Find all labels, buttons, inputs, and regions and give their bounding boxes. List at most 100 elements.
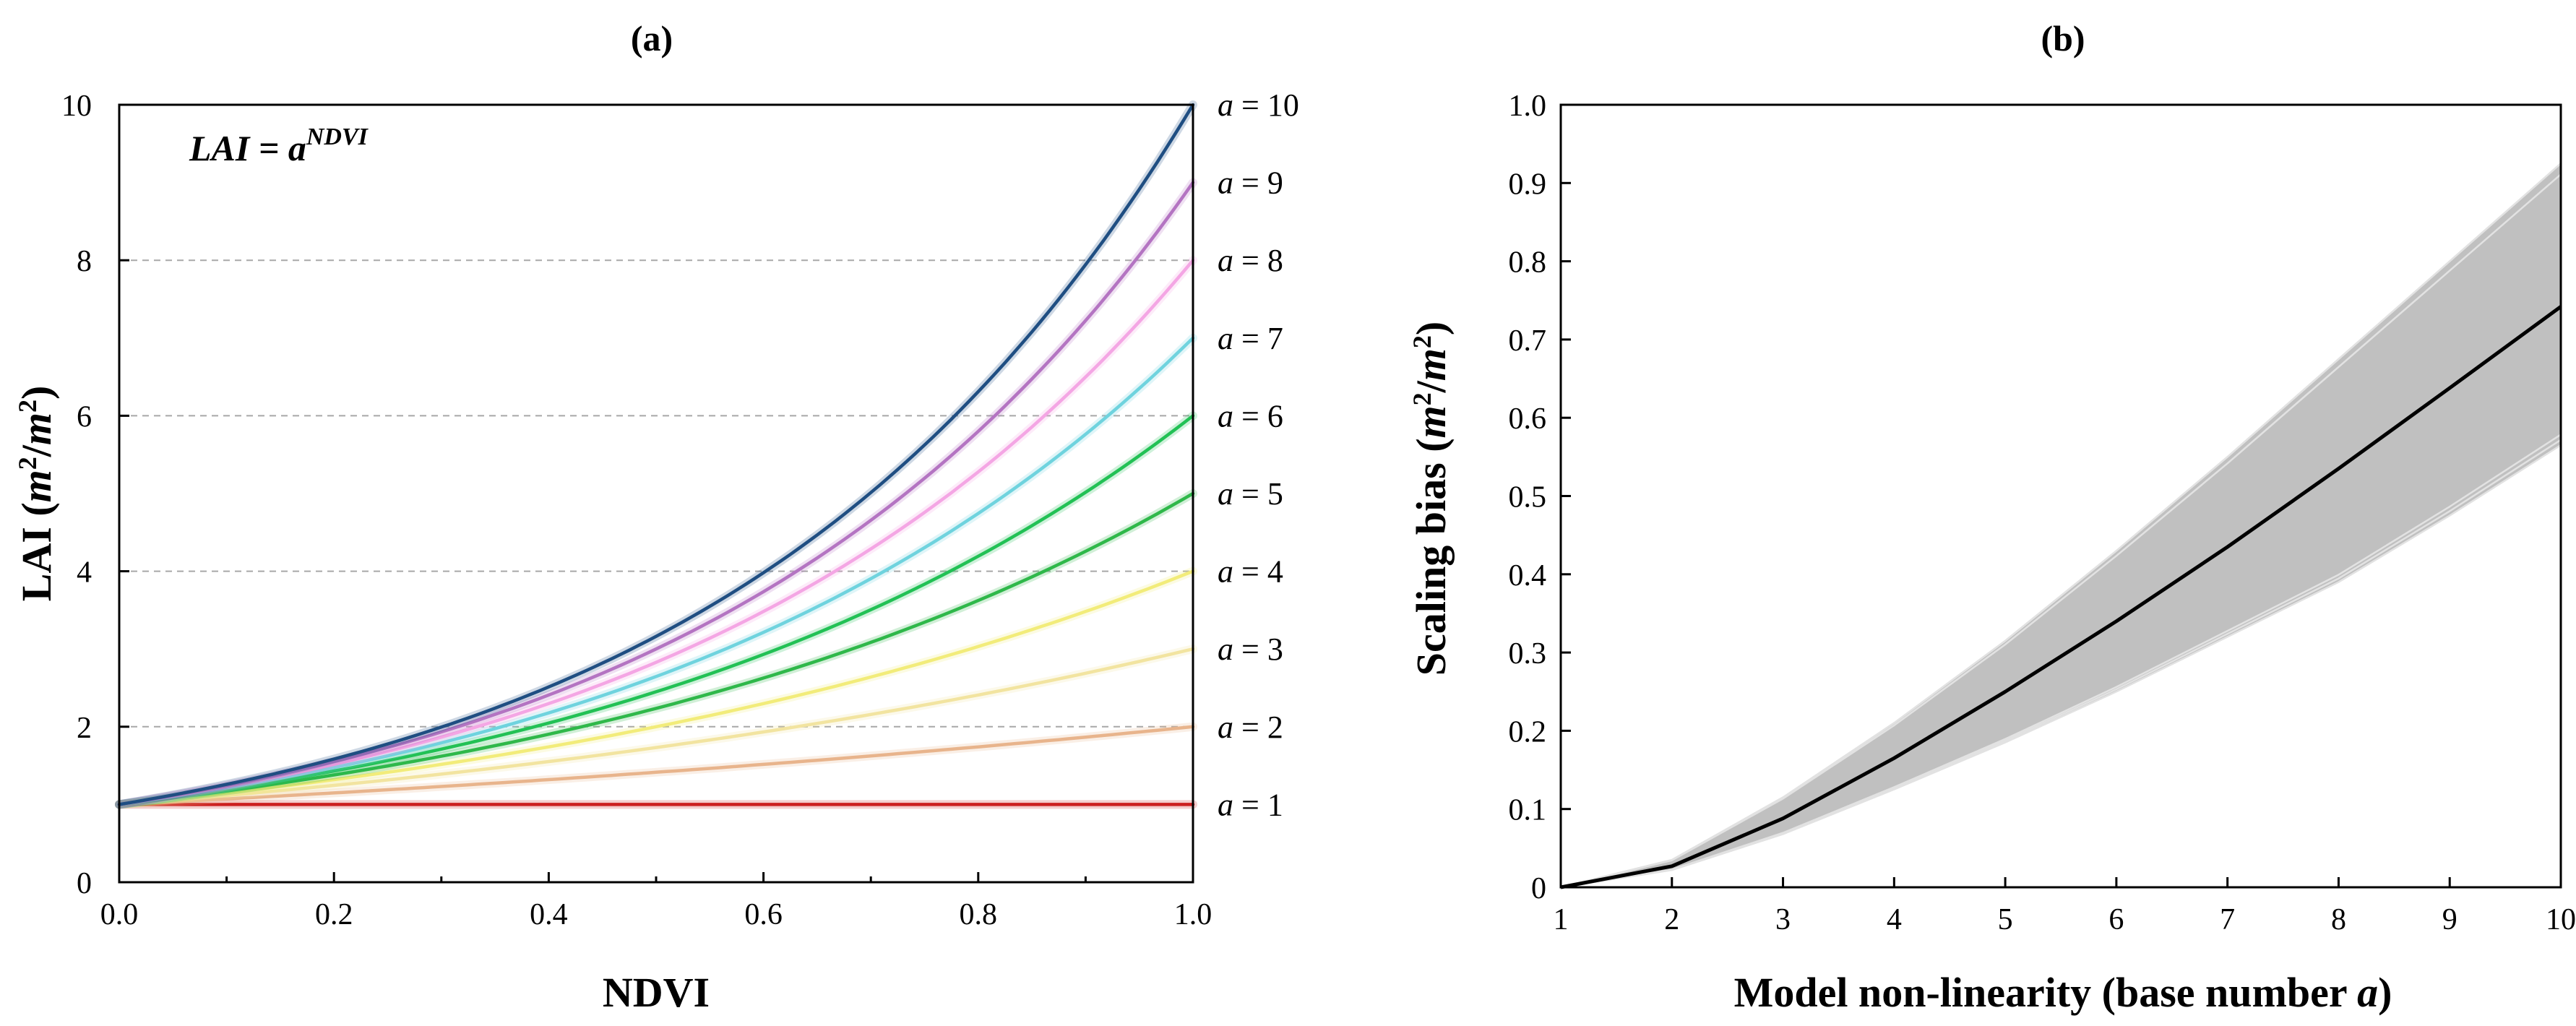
curve-label-italic: a	[1218, 165, 1233, 201]
curve-label-italic: a	[1218, 631, 1233, 667]
panel-a-x-tick-label-4: 0.8	[960, 898, 998, 931]
panel-b-y-tick-label-4: 0.4	[1509, 559, 1547, 592]
ylabel-a-text: LAI (	[13, 502, 60, 601]
ylabel-a-sup1: 2	[13, 457, 42, 470]
panel-b-y-axis: 0 0.1 0.2 0.3 0.4 0.5 0.6 0.7 0.8 0.9 1.0	[1509, 90, 1571, 905]
curve-label-value: = 10	[1233, 87, 1299, 123]
panel-a-y-axis-title: LAI (m2/m2)	[13, 386, 60, 602]
panel-a-curve-labels: a = 10a = 9a = 8a = 7a = 6a = 5a = 4a = …	[1218, 87, 1299, 822]
panel-b-mean-line	[1560, 305, 2562, 889]
panel-b-y-axis-title: Scaling bias (m2/m2)	[1408, 322, 1455, 676]
panel-a-curve-label-1: a = 1	[1218, 787, 1283, 822]
curve-label-value: = 2	[1233, 710, 1283, 745]
panel-a-x-axis-title: NDVI	[603, 969, 710, 1016]
panel-a-x-tick-label-1: 0.2	[315, 898, 353, 931]
panel-b-x-tick-label-0: 1	[1554, 903, 1569, 936]
panel-b-x-tick-label-6: 7	[2220, 903, 2235, 936]
panel-b-x-axis-title: Model non-linearity (base number a)	[1734, 969, 2392, 1016]
panel-a-curve-a-4	[117, 569, 1195, 806]
panel-a-x-tick-label-5: 1.0	[1174, 898, 1212, 931]
ylabel-a-close: )	[13, 386, 60, 400]
formula-base: LAI = a	[189, 128, 306, 168]
curve-label-italic: a	[1218, 710, 1233, 745]
ylabel-a-unit1: m	[13, 470, 60, 502]
panel-a-curve-a-8	[117, 258, 1195, 806]
curve-label-value: = 7	[1233, 321, 1283, 356]
curve-label-italic: a	[1218, 398, 1233, 434]
panel-b-y-tick-label-10: 1.0	[1509, 90, 1547, 123]
panel-a-plot-frame	[118, 103, 1194, 884]
panel-b-y-tick-label-8: 0.8	[1509, 246, 1547, 280]
panel-b-x-axis: 1 2 3 4 5 6 7 8 9 10	[1554, 877, 2576, 936]
panel-b-y-tick-label-2: 0.2	[1509, 715, 1547, 749]
ylabel-b-sup1: 2	[1408, 392, 1436, 405]
panel-b-y-tick-label-7: 0.7	[1509, 324, 1547, 358]
ylabel-b-close: )	[1408, 322, 1455, 335]
panel-a-y-axis: 0 2 4 6 8 10	[61, 90, 129, 900]
curve-label-value: = 5	[1233, 476, 1283, 512]
ylabel-b-sup2: 2	[1408, 335, 1436, 348]
panel-b-envelope	[1560, 163, 2562, 889]
panel-b-y-tick-label-5: 0.5	[1509, 481, 1547, 514]
panel-a-x-axis: 0.0 0.2 0.4 0.6 0.8 1.0	[100, 872, 1212, 931]
panel-b-x-tick-label-1: 2	[1664, 903, 1679, 936]
panel-a-curves	[115, 100, 1197, 809]
curve-label-value: = 9	[1233, 165, 1283, 201]
panel-a-curve-a-2	[117, 725, 1195, 806]
xlabel-b-close: )	[2378, 969, 2392, 1016]
panel-a-curve-a-10	[117, 103, 1195, 806]
panel-a-x-tick-label-3: 0.6	[744, 898, 783, 931]
panel-b-x-tick-label-9: 10	[2546, 903, 2576, 936]
panel-a-curve-a-3	[117, 647, 1195, 806]
panel-a-y-tick-label-3: 6	[77, 400, 92, 434]
panel-b-realization-upper-2	[1560, 163, 2562, 889]
panel-a-y-tick-label-1: 2	[77, 712, 92, 745]
panel-a-curve-label-6: a = 6	[1218, 398, 1283, 434]
curve-label-italic: a	[1218, 87, 1233, 123]
ylabel-a-unit2: m	[13, 413, 60, 445]
curve-label-value: = 8	[1233, 243, 1283, 278]
panel-a-curve-a-5	[117, 491, 1195, 806]
curve-label-italic: a	[1218, 787, 1233, 822]
panel-a-curve-label-8: a = 8	[1218, 243, 1283, 278]
curve-label-italic: a	[1218, 321, 1233, 356]
panel-a-curve-label-2: a = 2	[1218, 710, 1283, 745]
panel-a-formula: LAI = aNDVI	[189, 124, 369, 168]
panel-b-chart: (b) 1 2 3 4 5 6 7 8 9 10 0 0.1 0.2 0.3 0.4 0.5 0.6 0.7 0.…	[1408, 18, 2576, 1016]
curve-label-italic: a	[1218, 243, 1233, 278]
curve-label-value: = 1	[1233, 787, 1283, 822]
panel-a-curve-label-9: a = 9	[1218, 165, 1283, 201]
panel-b-x-tick-label-7: 8	[2331, 903, 2346, 936]
ylabel-b-unit1: m	[1408, 405, 1455, 438]
formula-exponent: NDVI	[306, 124, 369, 150]
panel-a-curve-a-9	[117, 181, 1195, 806]
curve-label-value: = 4	[1233, 554, 1283, 590]
panel-b-y-tick-label-0: 0	[1531, 872, 1546, 905]
ylabel-b-unit2: m	[1408, 348, 1455, 381]
curve-label-italic: a	[1218, 476, 1233, 512]
xlabel-b-text: Model non-linearity (base number	[1734, 969, 2358, 1016]
curve-label-italic: a	[1218, 554, 1233, 590]
panel-a-x-tick-label-0: 0.0	[100, 898, 139, 931]
curve-label-value: = 3	[1233, 631, 1283, 667]
panel-a-y-tick-label-2: 4	[77, 556, 92, 590]
panel-a-y-tick-label-5: 10	[61, 90, 92, 123]
panel-b-title: (b)	[2041, 18, 2085, 59]
panel-b-x-tick-label-3: 4	[1887, 903, 1902, 936]
ylabel-a-sup2: 2	[13, 400, 42, 413]
panel-a-curve-label-5: a = 5	[1218, 476, 1283, 512]
panel-b-envelope-fill	[1561, 163, 2561, 887]
panel-a-curve-label-7: a = 7	[1218, 321, 1283, 356]
panel-a-curve-glow-10	[115, 100, 1197, 809]
panel-a-curve-label-4: a = 4	[1218, 554, 1283, 590]
panel-b-realization-lower-2	[1560, 434, 2562, 889]
panel-a-title: (a)	[631, 18, 673, 59]
ylabel-a-slash: /	[13, 444, 60, 457]
xlabel-b-italic: a	[2357, 969, 2378, 1016]
panel-b-y-tick-label-6: 0.6	[1509, 402, 1547, 436]
panel-b-x-tick-label-8: 9	[2442, 903, 2457, 936]
panel-b-curves	[1560, 305, 2562, 889]
panel-b-x-tick-label-2: 3	[1775, 903, 1791, 936]
